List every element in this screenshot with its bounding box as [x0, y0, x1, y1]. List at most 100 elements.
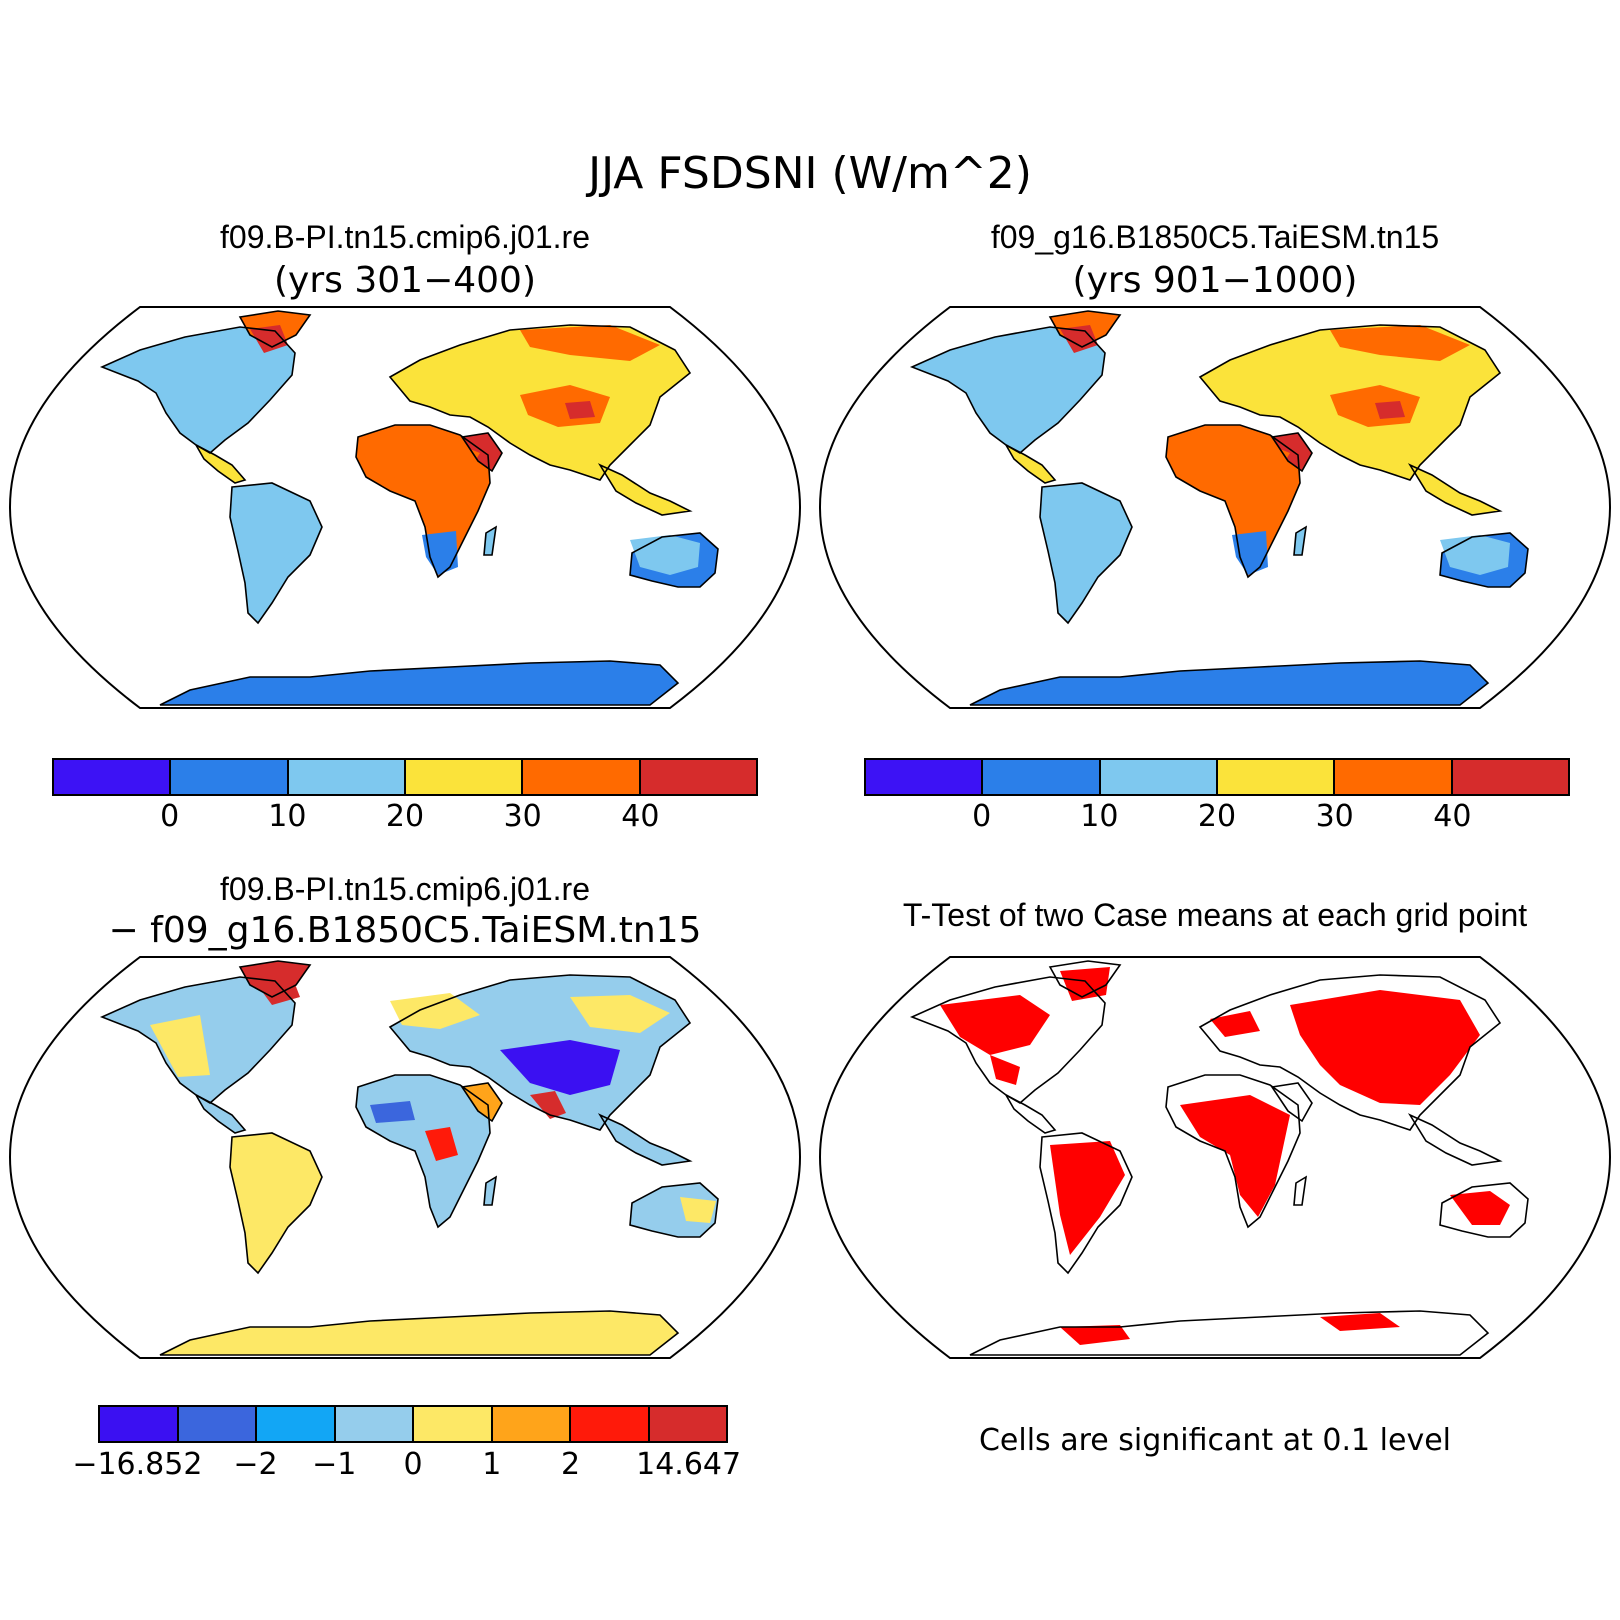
coastline-northAmerica	[909, 976, 1106, 1104]
significant-region	[1050, 1141, 1125, 1255]
panel3-subtitle: − f09_g16.B1850C5.TaiESM.tn15	[108, 910, 702, 951]
field-contour-region	[360, 433, 480, 483]
colorbar-segment	[1100, 760, 1218, 794]
colorbar-segment	[1217, 760, 1336, 794]
colorbar-tick-label: 0	[972, 799, 992, 834]
panel3-colorbar-labels: −16.852 −2 −1 0 1 2 14.647	[72, 1447, 741, 1484]
colorbar-segment	[649, 1407, 726, 1441]
coastline-southAmerica	[229, 1132, 323, 1275]
panel3-title: f09.B-PI.tn15.cmip6.j01.re	[220, 871, 590, 907]
colorbar-segment	[866, 760, 984, 794]
field-contour-region	[150, 1015, 210, 1077]
coastline-madagascar	[1293, 525, 1308, 556]
colorbar-segment	[640, 760, 756, 794]
panel3-colorbar	[98, 1405, 728, 1443]
colorbar-segment	[571, 1407, 650, 1441]
colorbar-segment	[257, 1407, 336, 1441]
continent-northAmerica	[102, 327, 295, 453]
coastline-antarctica	[969, 660, 1490, 706]
significant-region	[1180, 1095, 1290, 1217]
continent-antarctica	[160, 661, 678, 705]
field-contour-region	[500, 1040, 620, 1095]
panel2-colorbar	[864, 758, 1570, 796]
colorbar-tick-label: 2	[560, 1447, 581, 1482]
coastline-africa	[1165, 424, 1301, 579]
colorbar-tick-label: 10	[268, 799, 307, 834]
field-contour-region	[1232, 531, 1268, 575]
coastline-southeastAsia	[597, 1113, 693, 1166]
colorbar-tick-label: −16.852	[72, 1447, 203, 1482]
colorbar-tick-label: 1	[482, 1447, 502, 1482]
panel4-note: Cells are significant at 0.1 level	[978, 1423, 1451, 1458]
continent-arabia	[462, 1083, 502, 1121]
continent-centralAmerica	[1006, 445, 1055, 483]
coastline-africa	[355, 424, 491, 579]
coastline-southAmerica	[1039, 482, 1133, 625]
colorbar-segment	[54, 760, 172, 794]
significant-region	[1450, 1191, 1510, 1225]
colorbar-segment	[1452, 760, 1568, 794]
coastline-arabia	[460, 1082, 503, 1123]
field-contour-region	[390, 993, 480, 1029]
coastline-southeastAsia	[1407, 1113, 1503, 1166]
panel1-title: f09.B-PI.tn15.cmip6.j01.re	[220, 219, 590, 255]
field-contour-region	[1375, 401, 1405, 419]
panel1-colorbar	[52, 758, 758, 796]
coastline-centralAmerica	[193, 1093, 247, 1134]
coastline-australia	[629, 1182, 719, 1238]
colorbar-tick-label: −2	[233, 1447, 278, 1482]
colorbar-tick-label: 40	[1433, 799, 1472, 834]
map-boundary	[818, 306, 1612, 709]
colorbar-tick-label: 20	[385, 799, 425, 834]
panel3-map	[8, 956, 802, 1359]
coastline-southeastAsia	[597, 463, 693, 516]
coastline-australia	[1439, 1182, 1529, 1238]
coastline-centralAmerica	[193, 443, 247, 484]
coastline-northAmerica	[99, 976, 296, 1104]
coastline-northAmerica	[99, 326, 296, 454]
colorbar-segment	[983, 760, 1101, 794]
colorbar-segment	[178, 1407, 257, 1441]
panel4-title: T-Test of two Case means at each grid po…	[902, 897, 1528, 933]
colorbar-tick-label: 10	[1080, 799, 1119, 834]
continent-northAmerica	[912, 327, 1105, 453]
panel2-title: f09_g16.B1850C5.TaiESM.tn15	[990, 219, 1440, 255]
coastline-arabia	[1270, 432, 1313, 473]
coastline-australia	[1439, 532, 1529, 588]
colorbar-tick-label: 20	[1197, 799, 1237, 834]
significant-region	[1060, 1325, 1130, 1345]
colorbar-tick-label: 0	[160, 799, 180, 834]
field-contour-region	[530, 1091, 566, 1119]
colorbar-segment	[171, 760, 289, 794]
colorbar-segment	[335, 1407, 414, 1441]
coastline-madagascar	[1293, 1175, 1308, 1206]
map-boundary	[818, 956, 1612, 1359]
panel4-map	[818, 956, 1612, 1359]
coastline-southeastAsia	[1407, 463, 1503, 516]
colorbar-segment	[492, 1407, 571, 1441]
field-contour-region	[1330, 325, 1470, 361]
field-contour-region	[520, 325, 660, 361]
continent-arabia	[462, 433, 502, 471]
coastline-centralAmerica	[1003, 1093, 1057, 1134]
coastline-arabia	[1270, 1082, 1313, 1123]
continent-antarctica	[970, 661, 1488, 705]
coastline-northAmerica	[909, 326, 1106, 454]
colorbar-tick-label: 14.647	[636, 1447, 742, 1482]
panel2-map	[818, 306, 1612, 709]
colorbar-segment	[405, 760, 524, 794]
colorbar-segment	[288, 760, 406, 794]
coastline-southAmerica	[229, 482, 323, 625]
colorbar-tick-label: −1	[312, 1447, 357, 1482]
field-contour-region	[422, 531, 458, 575]
continent-centralAmerica	[196, 1095, 245, 1133]
colorbar-tick-label: 40	[621, 799, 660, 834]
coastline-greenland	[1048, 310, 1122, 348]
coastline-antarctica	[969, 1310, 1490, 1356]
field-contour-region	[570, 995, 670, 1033]
colorbar-segment	[100, 1407, 179, 1441]
coastline-greenland	[1048, 960, 1122, 998]
significant-region	[1290, 990, 1480, 1105]
coastline-madagascar	[483, 1175, 498, 1206]
colorbar-tick-label: 30	[503, 799, 542, 834]
